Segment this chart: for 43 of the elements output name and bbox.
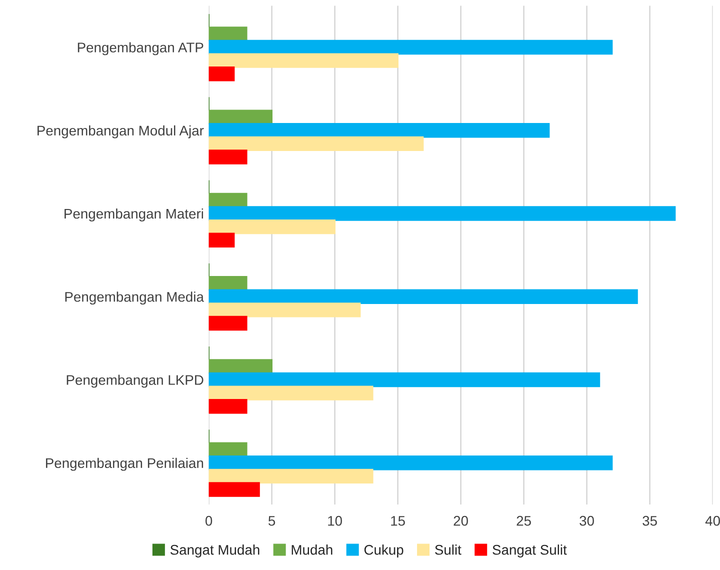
x-tick-label: 10 (328, 516, 342, 526)
x-tick-label: 30 (580, 516, 594, 526)
bar (208, 399, 248, 414)
legend-label: Sulit (435, 544, 462, 555)
y-tick-label: Pengembangan ATP (78, 42, 204, 56)
legend-label: Sangat Mudah (170, 544, 260, 558)
y-tick-label: Pengembangan Penilaian (46, 458, 204, 471)
bar (208, 276, 248, 291)
legend-label: Cukup (364, 544, 404, 558)
bar (208, 468, 374, 484)
bar (208, 136, 424, 152)
x-tick-label: 5 (268, 516, 276, 526)
bar (208, 150, 248, 164)
x-tick-label: 25 (516, 516, 531, 526)
bar (208, 26, 248, 42)
x-tick-label: 15 (391, 516, 405, 526)
bar (208, 442, 248, 457)
bar (208, 40, 613, 55)
bar (208, 372, 600, 388)
bar (208, 110, 272, 124)
bar (208, 206, 676, 221)
x-tick-label: 35 (642, 516, 657, 526)
bar (208, 219, 336, 234)
bar (208, 232, 235, 248)
bar (208, 66, 235, 82)
bar (208, 456, 613, 470)
bar (208, 289, 638, 304)
x-tick-label: 0 (205, 516, 212, 526)
y-tick-label: Pengembangan Modul Ajar (38, 125, 204, 138)
y-tick-label: Pengembangan Materi (64, 208, 204, 222)
y-tick-label: Pengembangan Media (65, 292, 204, 305)
legend-label: Mudah (292, 544, 332, 555)
bar (208, 53, 398, 68)
bar (208, 302, 361, 318)
bar (208, 359, 272, 374)
bar (208, 316, 248, 331)
legend-label: Sangat Sulit (492, 544, 567, 558)
bar (208, 123, 550, 138)
x-tick-label: 40 (705, 516, 720, 526)
x-tick-label: 20 (454, 516, 468, 526)
bar (208, 482, 260, 497)
bar (208, 386, 374, 400)
y-tick-label: Pengembangan LKPD (66, 374, 204, 388)
